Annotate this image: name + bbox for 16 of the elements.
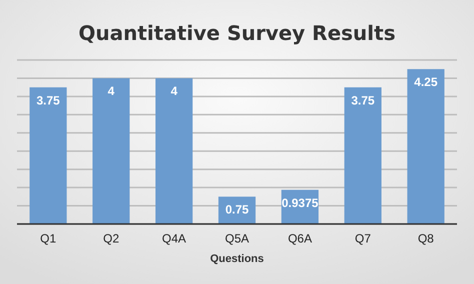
data-label: 4 (170, 84, 178, 98)
chart-title: Quantitative Survey Results (78, 21, 396, 45)
x-tick-label: Q7 (354, 232, 372, 246)
x-axis-title: Questions (210, 253, 264, 265)
data-label: 4.25 (414, 75, 438, 90)
data-label: 3.75 (36, 93, 60, 108)
data-label: 4 (108, 84, 115, 98)
x-tick-label: Q1 (40, 232, 56, 246)
x-tick-label: Q6A (288, 232, 312, 246)
data-label: 0.9375 (282, 196, 319, 210)
x-tick-label: Q8 (418, 232, 434, 246)
data-label: 3.75 (351, 93, 375, 108)
x-tick-label: Q5A (224, 232, 250, 246)
x-tick-label: Q2 (103, 232, 120, 246)
data-label: 0.75 (225, 202, 249, 217)
x-tick-label: Q4A (162, 232, 186, 246)
